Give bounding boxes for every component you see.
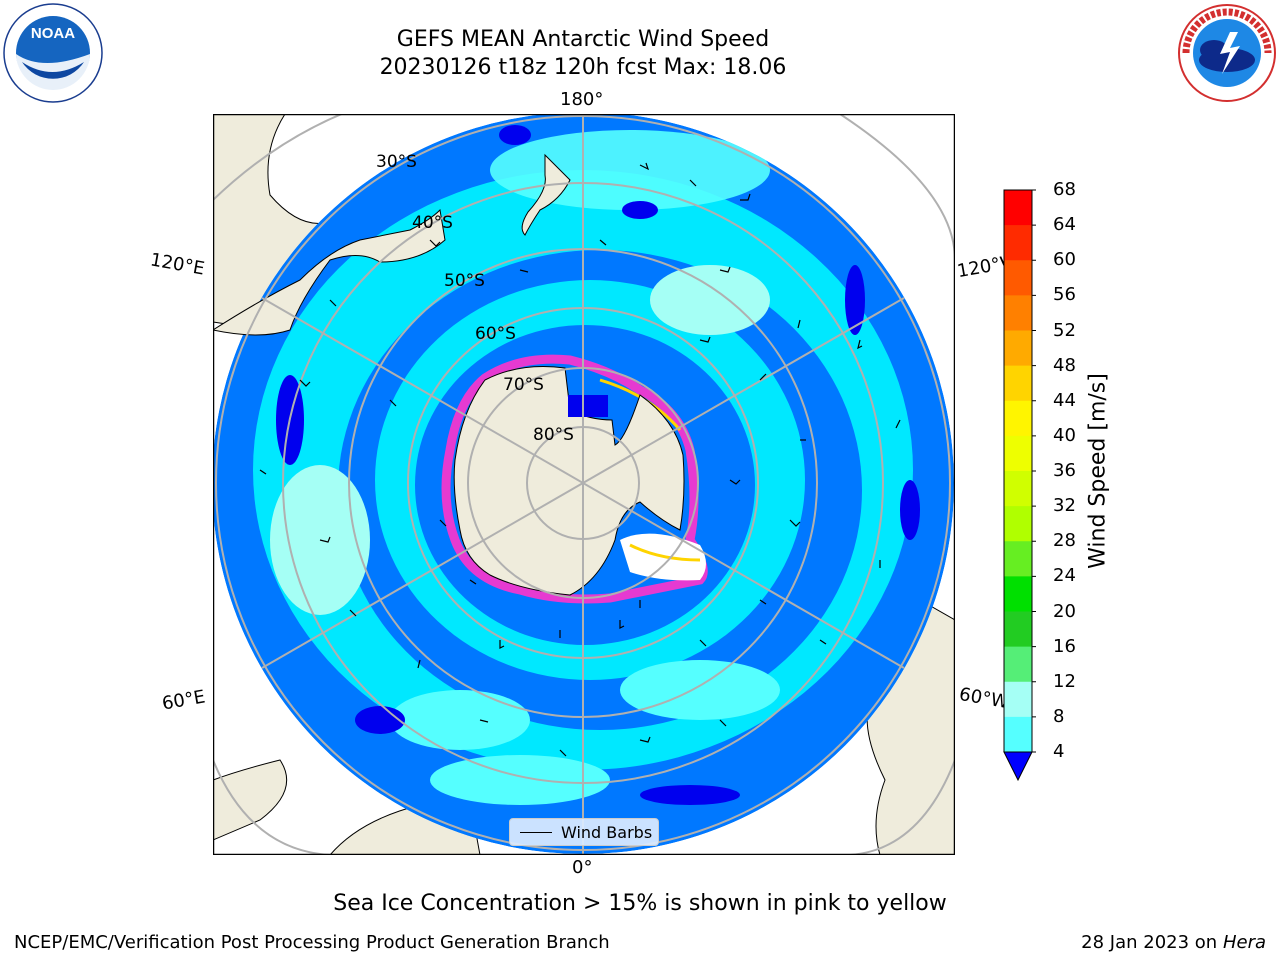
colorbar-tick-label: 28 (1053, 530, 1076, 552)
colorbar-tick-label: 68 (1053, 179, 1076, 200)
lat-label-50s: 50°S (444, 271, 485, 291)
colorbar-segment (1004, 260, 1032, 296)
lon-label-120e: 120°E (148, 249, 207, 280)
colorbar-segment (1004, 506, 1032, 542)
colorbar-segment (1004, 576, 1032, 612)
colorbar-segment (1004, 330, 1032, 367)
colorbar-tick-label: 4 (1053, 741, 1065, 762)
footer-machine: Hera (1222, 932, 1266, 953)
colorbar-tick-label: 24 (1053, 565, 1076, 587)
chart-title: GEFS MEAN Antarctic Wind Speed (396, 27, 770, 52)
noaa-logo-icon: NOAA (3, 3, 103, 103)
colorbar-segment (1004, 716, 1032, 753)
colorbar-tick-label: 36 (1053, 460, 1076, 481)
lat-label-80s: 80°S (533, 425, 574, 445)
colorbar-under-arrow (1003, 751, 1033, 782)
legend-label: Wind Barbs (561, 823, 653, 842)
colorbar-tick-label: 60 (1053, 249, 1076, 271)
colorbar-tick-label: 20 (1053, 600, 1076, 622)
nws-logo-icon (1178, 4, 1276, 102)
colorbar-tick-label: 48 (1053, 354, 1076, 376)
colorbar-segment (1004, 295, 1032, 331)
polar-map (213, 114, 955, 855)
colorbar-segment (1004, 225, 1032, 261)
wind-barb-legend-line (520, 832, 552, 833)
footer-date-text: 28 Jan 2023 on (1081, 932, 1223, 953)
lon-label-60e: 60°E (160, 686, 207, 715)
colorbar-tick-label: 16 (1053, 635, 1076, 657)
lon-label-0: 0° (572, 857, 593, 878)
lat-label-60s: 60°S (475, 324, 516, 344)
colorbar-tick-label: 56 (1053, 284, 1076, 306)
colorbar-segment (1004, 646, 1032, 683)
colorbar-segment (1004, 435, 1032, 472)
sea-ice-caption: Sea Ice Concentration > 15% is shown in … (333, 891, 947, 916)
colorbar-tick-label: 40 (1053, 424, 1076, 446)
colorbar-tick-label: 32 (1053, 495, 1076, 517)
lon-label-180: 180° (560, 89, 604, 110)
colorbar-tick-label: 8 (1053, 705, 1065, 727)
lat-label-70s: 70°S (503, 375, 544, 395)
colorbar-segment (1004, 541, 1032, 577)
footer-branch: NCEP/EMC/Verification Post Processing Pr… (14, 932, 610, 953)
lat-label-30s: 30°S (376, 152, 417, 172)
chart-subtitle: 20230126 t18z 120h fcst Max: 18.06 (379, 55, 787, 80)
colorbar-segment (1004, 471, 1032, 507)
colorbar-tick-label: 52 (1053, 319, 1076, 341)
footer-date: 28 Jan 2023 on Hera (1081, 932, 1266, 953)
colorbar-title: Wind Speed [m/s] (1085, 373, 1111, 569)
colorbar-segment (1004, 611, 1032, 648)
colorbar-tick-label: 64 (1053, 214, 1076, 236)
map-legend: Wind Barbs (509, 818, 659, 846)
colorbar-segment (1004, 400, 1032, 437)
lat-label-40s: 40°S (412, 213, 453, 233)
colorbar (1003, 189, 1036, 782)
colorbar-segment (1004, 190, 1032, 226)
colorbar-segment (1004, 365, 1032, 402)
colorbar-tick-label: 44 (1053, 389, 1076, 411)
colorbar-segment (1004, 681, 1032, 718)
colorbar-tick-label: 12 (1053, 670, 1076, 692)
noaa-logo-text: NOAA (31, 25, 75, 42)
